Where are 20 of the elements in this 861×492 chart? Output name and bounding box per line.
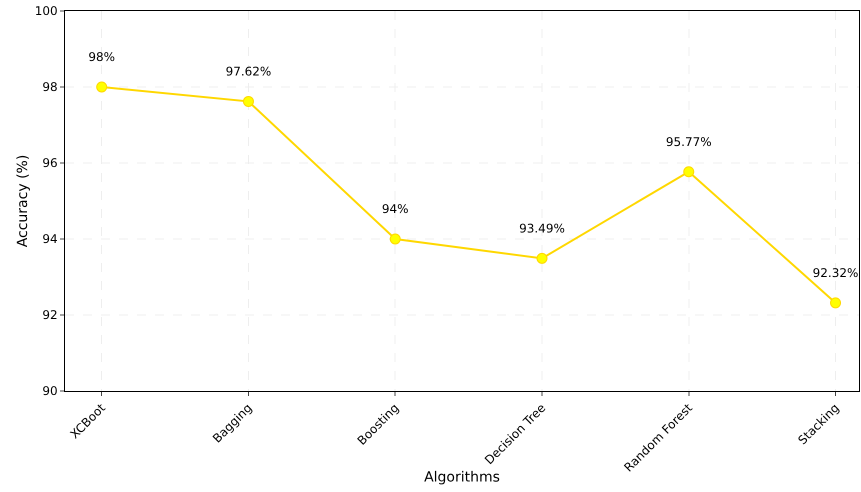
- x-axis-title: Algorithms: [424, 469, 500, 486]
- point: [830, 297, 842, 308]
- point: [536, 252, 548, 264]
- point: [242, 96, 254, 107]
- y-tick-label: 100: [34, 4, 58, 18]
- data-label: 92.32%: [812, 266, 858, 280]
- y-tick-label: 92: [42, 308, 58, 322]
- y-tick-label: 98: [42, 80, 58, 94]
- point: [96, 82, 108, 92]
- point: [683, 166, 694, 178]
- y-tick-label: 96: [42, 156, 58, 170]
- point: [390, 234, 401, 244]
- data-label: 94%: [382, 202, 409, 216]
- data-label: 93.49%: [519, 222, 565, 236]
- y-tick-label: 90: [42, 384, 58, 398]
- data-label: 97.62%: [226, 64, 272, 79]
- y-axis-title: Accuracy (%): [15, 154, 31, 248]
- data-label: 95.77%: [666, 134, 712, 149]
- data-label: 98%: [88, 50, 116, 64]
- y-tick-label: 94: [42, 232, 58, 246]
